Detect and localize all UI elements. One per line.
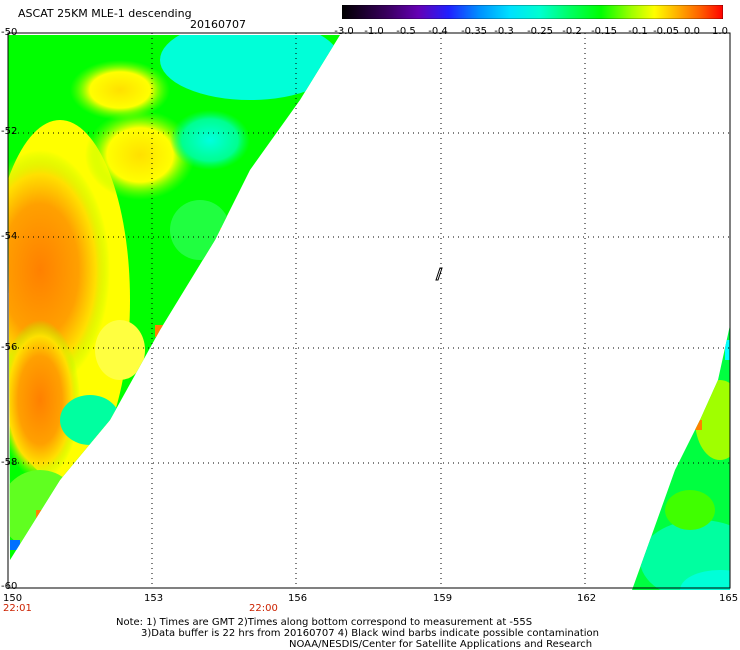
colorbar-label: -0.3 bbox=[494, 26, 514, 37]
time-label: 22:00 bbox=[249, 603, 278, 614]
colorbar-label: -0.05 bbox=[653, 26, 679, 37]
colorbar-label: 0.0 bbox=[684, 26, 700, 37]
colorbar-label: -0.25 bbox=[527, 26, 553, 37]
colorbar-label: -0.4 bbox=[428, 26, 448, 37]
lat-label: -52 bbox=[1, 126, 18, 137]
lat-label: -60 bbox=[1, 581, 18, 592]
colorbar-label: 1.0 bbox=[712, 26, 728, 37]
graticule bbox=[8, 33, 730, 588]
lon-label: 162 bbox=[577, 593, 597, 604]
footer-note-line1: Note: 1) Times are GMT 2)Times along bot… bbox=[116, 617, 533, 628]
plot-frame bbox=[7, 32, 731, 589]
footer-note-line3: NOAA/NESDIS/Center for Satellite Applica… bbox=[289, 639, 593, 650]
colorbar-label: -0.35 bbox=[461, 26, 487, 37]
colorbar-label: -0.1 bbox=[628, 26, 648, 37]
colorbar-gradient bbox=[342, 5, 723, 19]
colorbar-label: -1.0 bbox=[364, 26, 384, 37]
map-title: ASCAT 25KM MLE-1 descending bbox=[18, 7, 192, 20]
right-swath bbox=[632, 325, 730, 590]
lat-label: -50 bbox=[1, 27, 18, 38]
lon-label: 159 bbox=[433, 593, 453, 604]
colorbar-label: -0.2 bbox=[562, 26, 582, 37]
lon-label: 165 bbox=[719, 593, 739, 604]
lat-label: -54 bbox=[1, 231, 18, 242]
lon-label: 150 bbox=[3, 593, 23, 604]
time-label: 22:01 bbox=[3, 603, 32, 614]
colorbar-label: -0.15 bbox=[591, 26, 617, 37]
colorbar-label: -3.0 bbox=[334, 26, 354, 37]
colorbar-label: -0.5 bbox=[396, 26, 416, 37]
footer-note-line2: 3)Data buffer is 22 hrs from 20160707 4)… bbox=[141, 628, 599, 639]
lon-label: 156 bbox=[288, 593, 308, 604]
left-swath bbox=[8, 35, 340, 560]
lon-label: 153 bbox=[144, 593, 164, 604]
lat-label: -58 bbox=[1, 457, 18, 468]
wind-barb bbox=[435, 267, 443, 281]
lat-label: -56 bbox=[1, 342, 18, 353]
map-date: 20160707 bbox=[190, 18, 246, 31]
